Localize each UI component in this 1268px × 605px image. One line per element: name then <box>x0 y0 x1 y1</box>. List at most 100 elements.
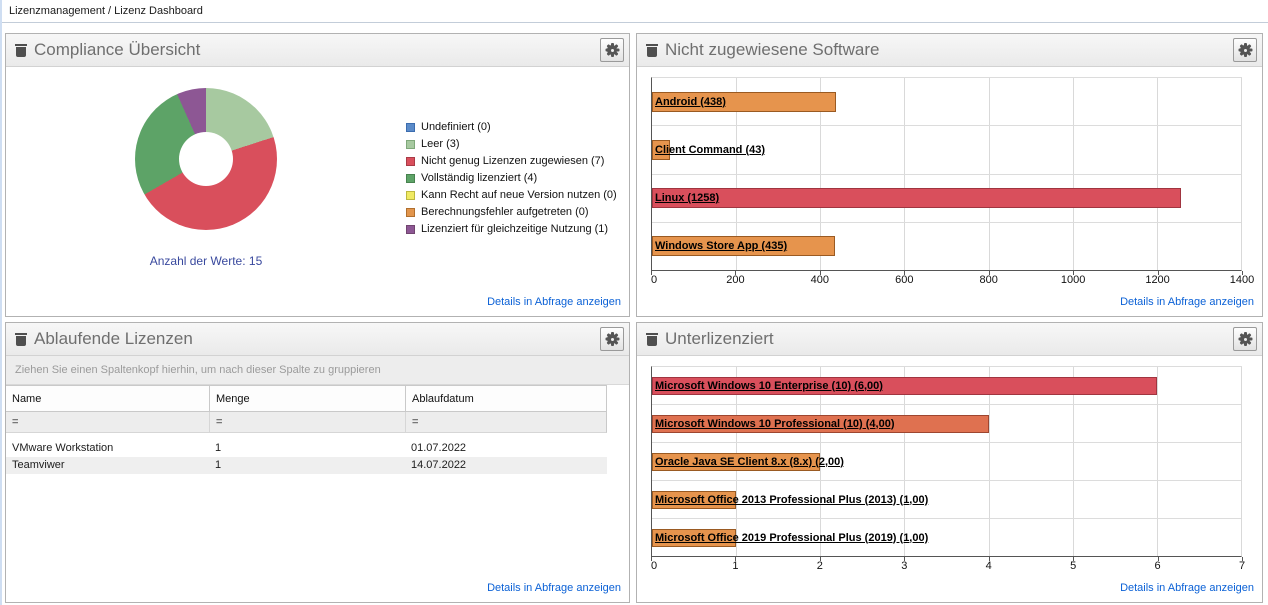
panel-footer: Details in Abfrage anzeigen <box>6 575 629 602</box>
x-axis: 0200400600800100012001400 <box>651 271 1242 289</box>
tick-label: 400 <box>811 274 829 286</box>
gear-button[interactable] <box>600 38 624 62</box>
bar-label-link[interactable]: Linux (1258) <box>655 192 719 204</box>
bar-label-link[interactable]: Microsoft Office 2013 Professional Plus … <box>655 494 928 506</box>
panel-header[interactable]: Unterlizenziert <box>637 323 1262 356</box>
bar-row: Oracle Java SE Client 8.x (8.x) (2,00) <box>652 443 1241 481</box>
tick-label: 2 <box>817 560 823 572</box>
legend-item: Lizenziert für gleichzeitige Nutzung (1) <box>406 223 625 236</box>
filter-cell-menge[interactable]: = <box>209 412 405 432</box>
donut-hole <box>179 132 233 186</box>
gridline <box>1241 78 1242 270</box>
details-link[interactable]: Details in Abfrage anzeigen <box>1120 582 1254 594</box>
trash-icon <box>15 44 27 57</box>
tick-label: 600 <box>895 274 913 286</box>
tick-label: 0 <box>651 274 657 286</box>
bar-label-link[interactable]: Oracle Java SE Client 8.x (8.x) (2,00) <box>655 456 844 468</box>
panel-header[interactable]: Ablaufende Lizenzen <box>6 323 629 356</box>
value-count-caption: Anzahl der Werte: 15 <box>150 254 263 268</box>
plot-area: Android (438) Client Command (43) Linux (1… <box>651 77 1242 271</box>
legend-label: Berechnungsfehler aufgetreten (0) <box>421 206 589 219</box>
table-row[interactable]: VMware Workstation101.07.2022 <box>6 440 607 457</box>
tick-label: 3 <box>901 560 907 572</box>
details-link[interactable]: Details in Abfrage anzeigen <box>1120 296 1254 308</box>
gear-button[interactable] <box>1233 38 1257 62</box>
details-link[interactable]: Details in Abfrage anzeigen <box>487 296 621 308</box>
bar-row: Microsoft Office 2013 Professional Plus … <box>652 481 1241 519</box>
plot-area: Microsoft Windows 10 Enterprise (10) (6,… <box>651 366 1242 557</box>
table-spacer <box>6 433 607 440</box>
bar-row: Microsoft Windows 10 Professional (10) (… <box>652 405 1241 443</box>
trash-icon <box>646 44 658 57</box>
panel-nicht-zugewiesene-software: Nicht zugewiesene Software Android (438)… <box>636 33 1263 317</box>
panel-footer: Details in Abfrage anzeigen <box>637 289 1262 316</box>
gear-button[interactable] <box>1233 327 1257 351</box>
legend-label: Lizenziert für gleichzeitige Nutzung (1) <box>421 223 608 236</box>
x-axis: 01234567 <box>651 557 1242 575</box>
legend-swatch-icon <box>406 123 415 132</box>
panel-footer: Details in Abfrage anzeigen <box>6 289 629 316</box>
dashboard-grid: Compliance Übersicht Anzahl der Werte: 1… <box>2 23 1268 605</box>
table-wrap: Name Menge Ablaufdatum = = = VMware Work… <box>6 385 629 575</box>
bar[interactable] <box>652 188 1181 208</box>
bar-label-link[interactable]: Windows Store App (435) <box>655 240 787 252</box>
breadcrumb[interactable]: Lizenzmanagement / Lizenz Dashboard <box>2 0 1268 23</box>
panel-title: Compliance Übersicht <box>34 40 600 60</box>
bar-label-link[interactable]: Client Command (43) <box>655 144 765 156</box>
column-header-name[interactable]: Name <box>6 386 209 411</box>
tick-label: 200 <box>726 274 744 286</box>
legend-item: Vollständig lizenziert (4) <box>406 172 625 185</box>
table-cell: 01.07.2022 <box>405 440 607 457</box>
group-by-drop-zone[interactable]: Ziehen Sie einen Spaltenkopf hierhin, um… <box>6 356 629 385</box>
legend-label: Vollständig lizenziert (4) <box>421 172 537 185</box>
legend-swatch-icon <box>406 208 415 217</box>
bar-label-link[interactable]: Microsoft Windows 10 Professional (10) (… <box>655 418 895 430</box>
trash-icon <box>15 333 27 346</box>
table-row[interactable]: Teamviwer114.07.2022 <box>6 457 607 474</box>
panel-title: Unterlizenziert <box>665 329 1233 349</box>
trash-icon <box>646 333 658 346</box>
bar-label-link[interactable]: Android (438) <box>655 96 726 108</box>
panel-title: Ablaufende Lizenzen <box>34 329 600 349</box>
tick-label: 7 <box>1239 560 1245 572</box>
tick-label: 6 <box>1155 560 1161 572</box>
table-cell: 1 <box>209 457 405 474</box>
table-cell: Teamviwer <box>6 457 209 474</box>
details-link[interactable]: Details in Abfrage anzeigen <box>487 582 621 594</box>
column-header-ablaufdatum[interactable]: Ablaufdatum <box>405 386 606 411</box>
legend-item: Undefiniert (0) <box>406 121 625 134</box>
tick-label: 1000 <box>1061 274 1085 286</box>
gear-icon <box>1238 332 1252 346</box>
bar-row: Client Command (43) <box>652 126 1241 174</box>
breadcrumb-text[interactable]: Lizenzmanagement / Lizenz Dashboard <box>9 5 203 17</box>
bar-row: Microsoft Office 2019 Professional Plus … <box>652 519 1241 556</box>
bar-row: Android (438) <box>652 78 1241 126</box>
legend-swatch-icon <box>406 225 415 234</box>
tick-label: 5 <box>1070 560 1076 572</box>
compliance-legend: Undefiniert (0) Leer (3) Nicht genug Lizen… <box>406 67 629 289</box>
bar-label-link[interactable]: Microsoft Office 2019 Professional Plus … <box>655 532 928 544</box>
tick-label: 4 <box>986 560 992 572</box>
legend-label: Nicht genug Lizenzen zugewiesen (7) <box>421 155 604 168</box>
panel-compliance-uebersicht: Compliance Übersicht Anzahl der Werte: 1… <box>5 33 630 317</box>
table-cell: 1 <box>209 440 405 457</box>
gear-icon <box>605 43 619 57</box>
legend-item: Leer (3) <box>406 138 625 151</box>
bar-row: Microsoft Windows 10 Enterprise (10) (6,… <box>652 367 1241 405</box>
filter-cell-name[interactable]: = <box>6 412 209 432</box>
legend-item: Nicht genug Lizenzen zugewiesen (7) <box>406 155 625 168</box>
legend-swatch-icon <box>406 140 415 149</box>
column-header-menge[interactable]: Menge <box>209 386 405 411</box>
gear-icon <box>605 332 619 346</box>
legend-item: Kann Recht auf neue Version nutzen (0) <box>406 189 625 202</box>
legend-swatch-icon <box>406 191 415 200</box>
gear-icon <box>1238 43 1252 57</box>
panel-header[interactable]: Compliance Übersicht <box>6 34 629 67</box>
panel-ablaufende-lizenzen: Ablaufende Lizenzen Ziehen Sie einen Spa… <box>5 322 630 603</box>
filter-cell-ablaufdatum[interactable]: = <box>405 412 606 432</box>
gear-button[interactable] <box>600 327 624 351</box>
panel-header[interactable]: Nicht zugewiesene Software <box>637 34 1262 67</box>
bar-label-link[interactable]: Microsoft Windows 10 Enterprise (10) (6,… <box>655 380 883 392</box>
compliance-donut-chart[interactable] <box>135 88 277 230</box>
compliance-chart-body: Anzahl der Werte: 15 Undefiniert (0) Leer… <box>6 67 629 289</box>
